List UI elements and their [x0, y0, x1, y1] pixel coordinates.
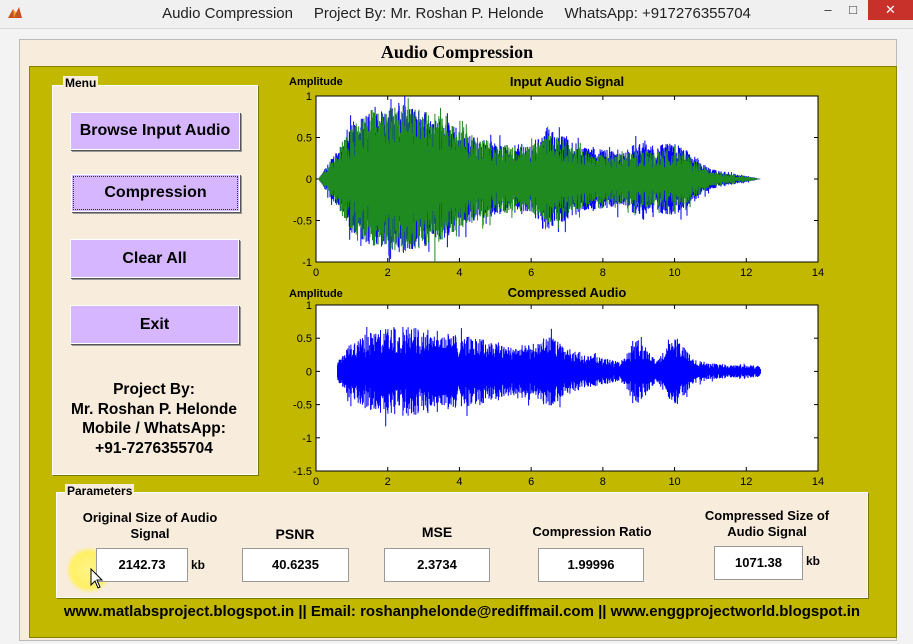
x-tick-label: 2: [385, 476, 391, 488]
maximize-button[interactable]: □: [849, 2, 857, 17]
y-tick-label: 0.5: [297, 333, 312, 345]
credit-line: Mobile / WhatsApp:: [82, 420, 226, 437]
x-tick-label: 8: [600, 476, 606, 488]
parameters-label: Parameters: [65, 484, 135, 498]
waveform-series-1: [319, 98, 761, 262]
original-size-unit: kb: [191, 558, 206, 572]
footer-links: www.matlabsproject.blogspot.in || Email:…: [63, 603, 861, 620]
x-tick-label: 14: [812, 476, 824, 488]
minimize-button[interactable]: –: [824, 2, 832, 17]
credit-line: +91-7276355704: [95, 439, 213, 457]
mouse-cursor-icon: [90, 568, 104, 589]
main-title: Audio Compression: [380, 42, 534, 62]
chart-group: Compressed Audio Amplitude 0 2 4 6 8 10 12 14 1 0.5…: [289, 285, 824, 488]
y-tick-label: 0: [306, 174, 312, 186]
x-tick-label: 6: [528, 267, 534, 279]
credit-line: Project By:: [113, 381, 195, 398]
psnr-label: PSNR: [275, 526, 315, 542]
credits: Project By: Mr. Roshan P. Helonde Mobile…: [54, 380, 254, 458]
x-tick-label: 12: [740, 267, 752, 279]
browse-input-audio-button[interactable]: Browse Input Audio: [70, 112, 240, 150]
compression-button[interactable]: Compression: [71, 174, 240, 212]
y-tick-label: -0.5: [293, 216, 312, 228]
y-tick-label: -1.5: [293, 466, 312, 478]
compression-ratio-field[interactable]: 1.99996: [538, 548, 644, 582]
menu-panel: [52, 85, 258, 475]
y-tick-label: -0.5: [293, 400, 312, 412]
compressed-size-label: Compressed Size of Audio Signal: [704, 508, 830, 539]
y-tick-label: 1: [306, 91, 312, 103]
x-tick-label: 10: [668, 267, 680, 279]
waveform-series-0: [337, 327, 761, 427]
x-tick-label: 4: [456, 267, 462, 279]
chart-title: Compressed Audio: [508, 285, 627, 300]
x-tick-label: 2: [385, 267, 391, 279]
y-tick-label: -1: [302, 433, 312, 445]
matlab-icon: [8, 7, 22, 18]
mse-label: MSE: [421, 524, 453, 540]
x-tick-label: 0: [313, 267, 319, 279]
compressed-size-field[interactable]: 1071.38: [714, 546, 803, 580]
y-axis-label: Amplitude: [289, 288, 343, 300]
menu-label: Menu: [63, 76, 99, 90]
x-tick-label: 8: [600, 267, 606, 279]
y-axis-label: Amplitude: [289, 76, 343, 88]
y-tick-label: -1: [302, 257, 312, 269]
y-tick-label: 0.5: [297, 133, 312, 145]
x-tick-label: 0: [313, 476, 319, 488]
window-title: Audio Compression Project By: Mr. Roshan…: [162, 5, 751, 22]
psnr-field[interactable]: 40.6235: [242, 548, 349, 582]
window-titlebar: Audio Compression Project By: Mr. Roshan…: [0, 0, 913, 29]
credit-line: Mr. Roshan P. Helonde: [71, 400, 237, 418]
compression-ratio-label: Compression Ratio: [532, 524, 652, 539]
original-size-field[interactable]: 2142.73: [96, 548, 188, 582]
x-tick-label: 6: [528, 476, 534, 488]
original-size-label: Original Size of Audio Signal: [82, 510, 218, 541]
exit-button[interactable]: Exit: [70, 305, 239, 344]
compressed-size-unit: kb: [806, 554, 821, 568]
x-tick-label: 4: [456, 476, 462, 488]
x-tick-label: 10: [668, 476, 680, 488]
y-tick-label: 1: [306, 300, 312, 312]
clear-all-button[interactable]: Clear All: [70, 239, 239, 278]
y-tick-label: 0: [306, 366, 312, 378]
close-button[interactable]: ✕: [868, 0, 913, 20]
mse-field[interactable]: 2.3734: [384, 548, 490, 582]
chart-title: Input Audio Signal: [510, 74, 624, 89]
x-tick-label: 14: [812, 267, 824, 279]
x-tick-label: 12: [740, 476, 752, 488]
